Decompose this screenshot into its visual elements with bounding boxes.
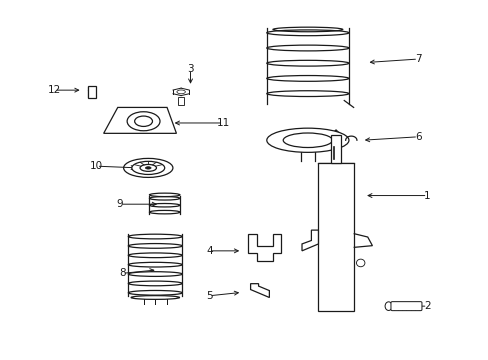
Text: 9: 9 (117, 199, 123, 209)
Ellipse shape (131, 296, 179, 300)
FancyBboxPatch shape (88, 86, 96, 98)
Text: 3: 3 (187, 64, 193, 75)
Text: 11: 11 (216, 118, 229, 128)
Ellipse shape (128, 253, 182, 258)
Text: 8: 8 (119, 268, 125, 278)
Polygon shape (247, 234, 280, 261)
Text: 4: 4 (205, 246, 212, 256)
Ellipse shape (128, 244, 182, 248)
Ellipse shape (356, 259, 364, 267)
Text: 6: 6 (414, 132, 421, 142)
FancyBboxPatch shape (318, 163, 353, 311)
Ellipse shape (177, 90, 185, 94)
Ellipse shape (149, 197, 180, 200)
Ellipse shape (140, 165, 156, 171)
FancyBboxPatch shape (330, 135, 341, 163)
Text: 7: 7 (414, 54, 421, 64)
Ellipse shape (272, 27, 342, 32)
Ellipse shape (128, 272, 182, 276)
Ellipse shape (128, 291, 182, 295)
Polygon shape (250, 284, 269, 297)
Text: 12: 12 (48, 85, 61, 95)
Ellipse shape (132, 161, 164, 175)
Ellipse shape (266, 128, 348, 152)
Text: 5: 5 (205, 291, 212, 301)
Ellipse shape (134, 116, 152, 126)
Text: 2: 2 (424, 301, 430, 311)
Ellipse shape (149, 203, 180, 207)
FancyBboxPatch shape (178, 98, 184, 105)
Ellipse shape (128, 234, 182, 239)
Ellipse shape (128, 262, 182, 267)
Ellipse shape (145, 167, 151, 169)
Polygon shape (103, 107, 176, 133)
Ellipse shape (385, 302, 391, 310)
Ellipse shape (149, 210, 180, 214)
FancyBboxPatch shape (390, 302, 421, 311)
Polygon shape (302, 230, 318, 251)
Ellipse shape (149, 193, 180, 197)
Ellipse shape (127, 112, 160, 131)
Text: 10: 10 (90, 161, 103, 171)
Ellipse shape (123, 158, 173, 177)
Ellipse shape (128, 281, 182, 286)
Text: 1: 1 (424, 190, 430, 201)
Ellipse shape (283, 133, 332, 148)
